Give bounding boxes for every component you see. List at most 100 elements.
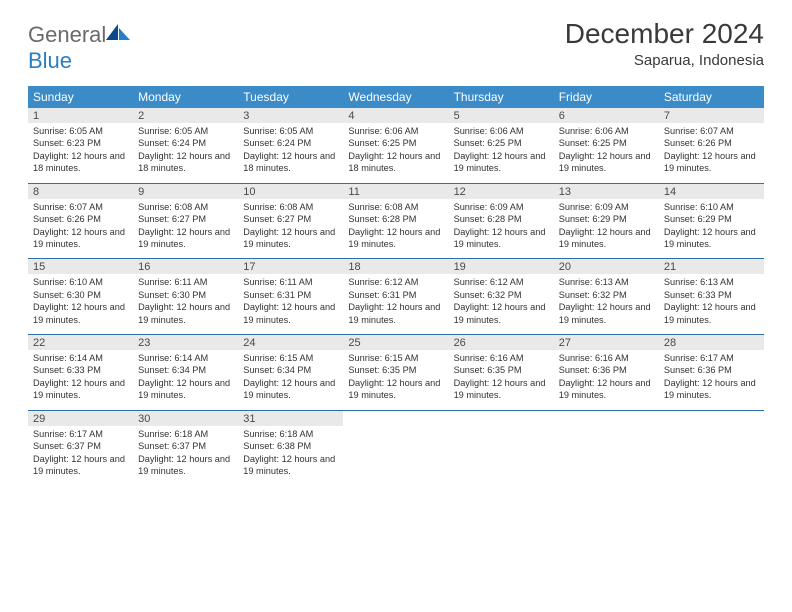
- daylight-line: Daylight: 12 hours and 19 minutes.: [664, 150, 759, 175]
- day-detail-cell: [343, 426, 448, 486]
- daylight-line: Daylight: 12 hours and 19 minutes.: [243, 377, 338, 402]
- daylight-line: Daylight: 12 hours and 19 minutes.: [138, 377, 233, 402]
- day-number-cell: [554, 410, 659, 426]
- daylight-line: Daylight: 12 hours and 19 minutes.: [348, 301, 443, 326]
- day-detail-cell: Sunrise: 6:17 AMSunset: 6:37 PMDaylight:…: [28, 426, 133, 486]
- daylight-line: Daylight: 12 hours and 19 minutes.: [33, 377, 128, 402]
- sunrise-line: Sunrise: 6:08 AM: [348, 201, 443, 213]
- sunset-line: Sunset: 6:37 PM: [138, 440, 233, 452]
- sunset-line: Sunset: 6:31 PM: [348, 289, 443, 301]
- sunrise-line: Sunrise: 6:05 AM: [33, 125, 128, 137]
- sunrise-line: Sunrise: 6:09 AM: [454, 201, 549, 213]
- day-detail-cell: Sunrise: 6:13 AMSunset: 6:33 PMDaylight:…: [659, 274, 764, 334]
- brand-sail-icon: [104, 22, 132, 42]
- weekday-header: Sunday: [28, 86, 133, 108]
- daylight-line: Daylight: 12 hours and 19 minutes.: [243, 453, 338, 478]
- day-detail-cell: Sunrise: 6:08 AMSunset: 6:27 PMDaylight:…: [133, 199, 238, 259]
- day-detail-cell: Sunrise: 6:16 AMSunset: 6:35 PMDaylight:…: [449, 350, 554, 410]
- day-detail-cell: Sunrise: 6:15 AMSunset: 6:35 PMDaylight:…: [343, 350, 448, 410]
- day-detail-cell: Sunrise: 6:12 AMSunset: 6:31 PMDaylight:…: [343, 274, 448, 334]
- day-detail-cell: Sunrise: 6:09 AMSunset: 6:29 PMDaylight:…: [554, 199, 659, 259]
- month-title: December 2024: [565, 18, 764, 50]
- sunrise-line: Sunrise: 6:08 AM: [243, 201, 338, 213]
- daylight-line: Daylight: 12 hours and 18 minutes.: [33, 150, 128, 175]
- sunset-line: Sunset: 6:32 PM: [454, 289, 549, 301]
- daylight-line: Daylight: 12 hours and 19 minutes.: [664, 301, 759, 326]
- sunrise-line: Sunrise: 6:17 AM: [664, 352, 759, 364]
- brand-text: GeneralBlue: [28, 22, 132, 74]
- sunrise-line: Sunrise: 6:07 AM: [664, 125, 759, 137]
- sunset-line: Sunset: 6:26 PM: [664, 137, 759, 149]
- sunset-line: Sunset: 6:38 PM: [243, 440, 338, 452]
- sunrise-line: Sunrise: 6:05 AM: [243, 125, 338, 137]
- day-number-cell: 15: [28, 259, 133, 275]
- sunset-line: Sunset: 6:25 PM: [559, 137, 654, 149]
- day-detail-cell: Sunrise: 6:14 AMSunset: 6:34 PMDaylight:…: [133, 350, 238, 410]
- brand-part1: General: [28, 22, 106, 47]
- weekday-header-row: Sunday Monday Tuesday Wednesday Thursday…: [28, 86, 764, 108]
- day-detail-cell: Sunrise: 6:13 AMSunset: 6:32 PMDaylight:…: [554, 274, 659, 334]
- sunrise-line: Sunrise: 6:15 AM: [348, 352, 443, 364]
- day-number-cell: 31: [238, 410, 343, 426]
- sunrise-line: Sunrise: 6:05 AM: [138, 125, 233, 137]
- sunset-line: Sunset: 6:28 PM: [348, 213, 443, 225]
- day-detail-cell: Sunrise: 6:05 AMSunset: 6:23 PMDaylight:…: [28, 123, 133, 183]
- daylight-line: Daylight: 12 hours and 18 minutes.: [348, 150, 443, 175]
- sunrise-line: Sunrise: 6:11 AM: [138, 276, 233, 288]
- sunrise-line: Sunrise: 6:18 AM: [138, 428, 233, 440]
- sunrise-line: Sunrise: 6:16 AM: [559, 352, 654, 364]
- day-number-cell: 14: [659, 183, 764, 199]
- day-detail-cell: [449, 426, 554, 486]
- daynum-row: 15161718192021: [28, 259, 764, 275]
- day-number-cell: 22: [28, 335, 133, 351]
- sunset-line: Sunset: 6:33 PM: [33, 364, 128, 376]
- weekday-header: Thursday: [449, 86, 554, 108]
- detail-row: Sunrise: 6:10 AMSunset: 6:30 PMDaylight:…: [28, 274, 764, 334]
- sunrise-line: Sunrise: 6:13 AM: [559, 276, 654, 288]
- day-number-cell: 27: [554, 335, 659, 351]
- daylight-line: Daylight: 12 hours and 19 minutes.: [559, 226, 654, 251]
- day-number-cell: 24: [238, 335, 343, 351]
- day-detail-cell: Sunrise: 6:05 AMSunset: 6:24 PMDaylight:…: [133, 123, 238, 183]
- day-detail-cell: Sunrise: 6:18 AMSunset: 6:38 PMDaylight:…: [238, 426, 343, 486]
- sunrise-line: Sunrise: 6:06 AM: [454, 125, 549, 137]
- day-number-cell: 30: [133, 410, 238, 426]
- daylight-line: Daylight: 12 hours and 19 minutes.: [559, 301, 654, 326]
- sunset-line: Sunset: 6:33 PM: [664, 289, 759, 301]
- day-detail-cell: Sunrise: 6:11 AMSunset: 6:31 PMDaylight:…: [238, 274, 343, 334]
- day-number-cell: [659, 410, 764, 426]
- day-number-cell: 9: [133, 183, 238, 199]
- sunset-line: Sunset: 6:29 PM: [664, 213, 759, 225]
- daylight-line: Daylight: 12 hours and 19 minutes.: [33, 453, 128, 478]
- day-number-cell: 28: [659, 335, 764, 351]
- day-detail-cell: Sunrise: 6:11 AMSunset: 6:30 PMDaylight:…: [133, 274, 238, 334]
- day-number-cell: 25: [343, 335, 448, 351]
- sunset-line: Sunset: 6:25 PM: [348, 137, 443, 149]
- day-detail-cell: Sunrise: 6:08 AMSunset: 6:28 PMDaylight:…: [343, 199, 448, 259]
- sunrise-line: Sunrise: 6:12 AM: [454, 276, 549, 288]
- daynum-row: 1234567: [28, 108, 764, 123]
- day-number-cell: 21: [659, 259, 764, 275]
- day-number-cell: 19: [449, 259, 554, 275]
- sunrise-line: Sunrise: 6:11 AM: [243, 276, 338, 288]
- day-number-cell: 7: [659, 108, 764, 123]
- day-number-cell: 11: [343, 183, 448, 199]
- sunrise-line: Sunrise: 6:06 AM: [559, 125, 654, 137]
- sunset-line: Sunset: 6:24 PM: [243, 137, 338, 149]
- sunset-line: Sunset: 6:31 PM: [243, 289, 338, 301]
- day-number-cell: 17: [238, 259, 343, 275]
- sunrise-line: Sunrise: 6:07 AM: [33, 201, 128, 213]
- sunset-line: Sunset: 6:36 PM: [559, 364, 654, 376]
- sunset-line: Sunset: 6:35 PM: [454, 364, 549, 376]
- day-detail-cell: Sunrise: 6:16 AMSunset: 6:36 PMDaylight:…: [554, 350, 659, 410]
- day-detail-cell: Sunrise: 6:14 AMSunset: 6:33 PMDaylight:…: [28, 350, 133, 410]
- day-number-cell: 20: [554, 259, 659, 275]
- calendar-table: Sunday Monday Tuesday Wednesday Thursday…: [28, 86, 764, 485]
- sunrise-line: Sunrise: 6:14 AM: [33, 352, 128, 364]
- sunset-line: Sunset: 6:25 PM: [454, 137, 549, 149]
- day-number-cell: 8: [28, 183, 133, 199]
- daylight-line: Daylight: 12 hours and 19 minutes.: [348, 226, 443, 251]
- sunrise-line: Sunrise: 6:16 AM: [454, 352, 549, 364]
- sunset-line: Sunset: 6:27 PM: [243, 213, 338, 225]
- day-detail-cell: Sunrise: 6:10 AMSunset: 6:29 PMDaylight:…: [659, 199, 764, 259]
